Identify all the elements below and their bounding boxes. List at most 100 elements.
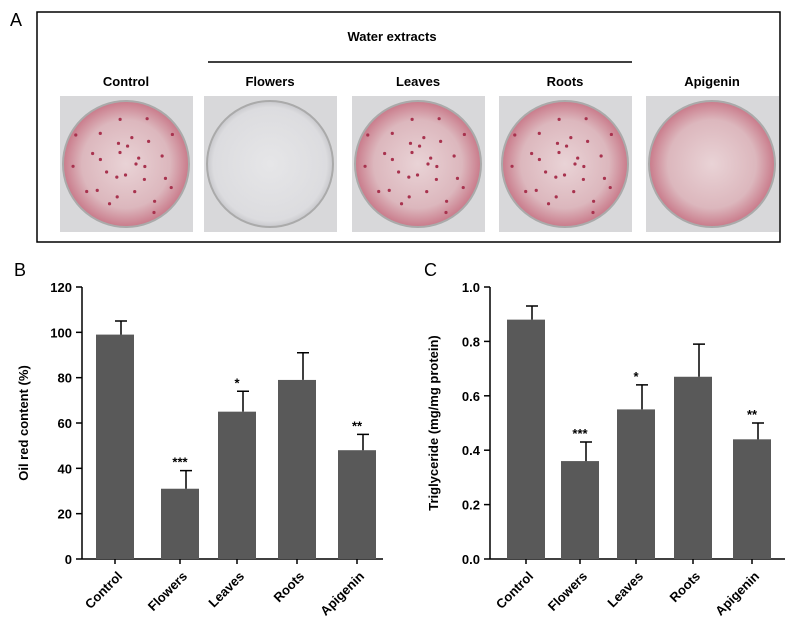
stain-dot (407, 195, 411, 199)
stain-dot (115, 195, 119, 199)
stain-dot (572, 190, 576, 194)
stain-dot (546, 202, 551, 206)
stain-dot (569, 136, 573, 140)
y-tick-label: 40 (58, 461, 72, 476)
stain-dot (163, 176, 168, 180)
stain-dot (592, 199, 596, 203)
stain-dot (390, 131, 394, 135)
stain-dot (74, 133, 78, 137)
sample-label: Leaves (396, 74, 440, 89)
panel-label: A (10, 10, 22, 30)
panel-label: C (424, 260, 437, 280)
stain-dot (133, 190, 137, 194)
stain-dot (554, 195, 558, 199)
stain-dot (170, 132, 174, 137)
error-bar (636, 384, 648, 410)
stain-dot (130, 136, 134, 140)
stain-dot (445, 199, 449, 203)
significance: ** (747, 407, 758, 422)
stain-dot (91, 151, 95, 156)
stain-dot (537, 157, 541, 162)
stain-dot (147, 139, 151, 143)
stain-dot (107, 202, 112, 206)
x-tick-label: Flowers (145, 569, 190, 614)
stain-dot (125, 144, 130, 148)
bar (617, 409, 655, 559)
significance: * (234, 375, 240, 390)
stain-dot (123, 173, 128, 177)
stain-dot (602, 176, 607, 180)
error-bar (237, 390, 249, 412)
stain-dot (434, 177, 438, 182)
stain-dot (513, 133, 517, 137)
stain-dot (407, 175, 411, 179)
y-tick-label: 0.8 (462, 334, 480, 349)
stain-dot (555, 141, 560, 145)
stain-dot (557, 117, 561, 121)
stain-dot (582, 164, 586, 169)
stain-dot (115, 175, 119, 179)
bar (561, 461, 599, 559)
bar (278, 379, 316, 559)
stain-dot (510, 164, 514, 168)
y-tick-label: 1.0 (462, 280, 480, 295)
stain-dot (169, 185, 173, 190)
x-tick-label: Leaves (205, 569, 247, 611)
stain-dot (160, 154, 164, 158)
stain-dot (417, 144, 422, 148)
stain-dot (145, 117, 149, 121)
bar (218, 411, 256, 559)
error-bar (580, 441, 592, 462)
stain-dot (437, 117, 441, 121)
stain-dot (462, 132, 466, 137)
stain-dot (152, 210, 156, 215)
dish (62, 100, 190, 228)
bar (674, 376, 712, 559)
x-tick-label: Control (493, 569, 536, 612)
stain-dot (410, 117, 414, 121)
stain-dot (95, 188, 99, 192)
stain-dot (143, 164, 147, 169)
stain-dot (390, 157, 394, 162)
stain-dot (564, 144, 569, 148)
y-axis-label: Triglyceride (mg/mg protein) (426, 335, 441, 511)
stain-dot (554, 175, 558, 179)
significance: *** (572, 426, 588, 441)
bar (96, 334, 134, 559)
stain-dot (377, 189, 381, 194)
stain-dot (387, 188, 391, 192)
group-label: Water extracts (347, 29, 436, 44)
stain-dot (363, 164, 367, 168)
y-tick-label: 100 (50, 325, 72, 340)
dish (354, 100, 482, 228)
error-bar (357, 433, 369, 451)
x-tick-label: Apigenin (317, 568, 367, 618)
stain-dot (85, 189, 89, 194)
stain-dot (408, 141, 413, 145)
stain-dot (534, 188, 538, 192)
dish (206, 100, 334, 228)
sample-label: Roots (547, 74, 584, 89)
stain-dot (415, 173, 420, 177)
stain-dot (118, 150, 122, 155)
y-tick-label: 80 (58, 371, 72, 386)
stain-dot (461, 185, 465, 190)
significance: ** (352, 418, 363, 433)
bar (507, 319, 545, 559)
stain-dot (426, 162, 430, 166)
stain-dot (142, 177, 146, 182)
sample-label: Flowers (245, 74, 294, 89)
stain-dot (581, 177, 585, 182)
dish (501, 100, 629, 228)
stain-dot (455, 176, 460, 180)
stain-dot (530, 151, 534, 156)
stain-dot (134, 162, 138, 166)
stain-dot (586, 139, 590, 143)
error-bar (693, 343, 705, 377)
error-bar (297, 351, 309, 380)
stain-dot (98, 157, 102, 162)
stain-dot (609, 132, 613, 137)
stain-dot (452, 154, 456, 158)
